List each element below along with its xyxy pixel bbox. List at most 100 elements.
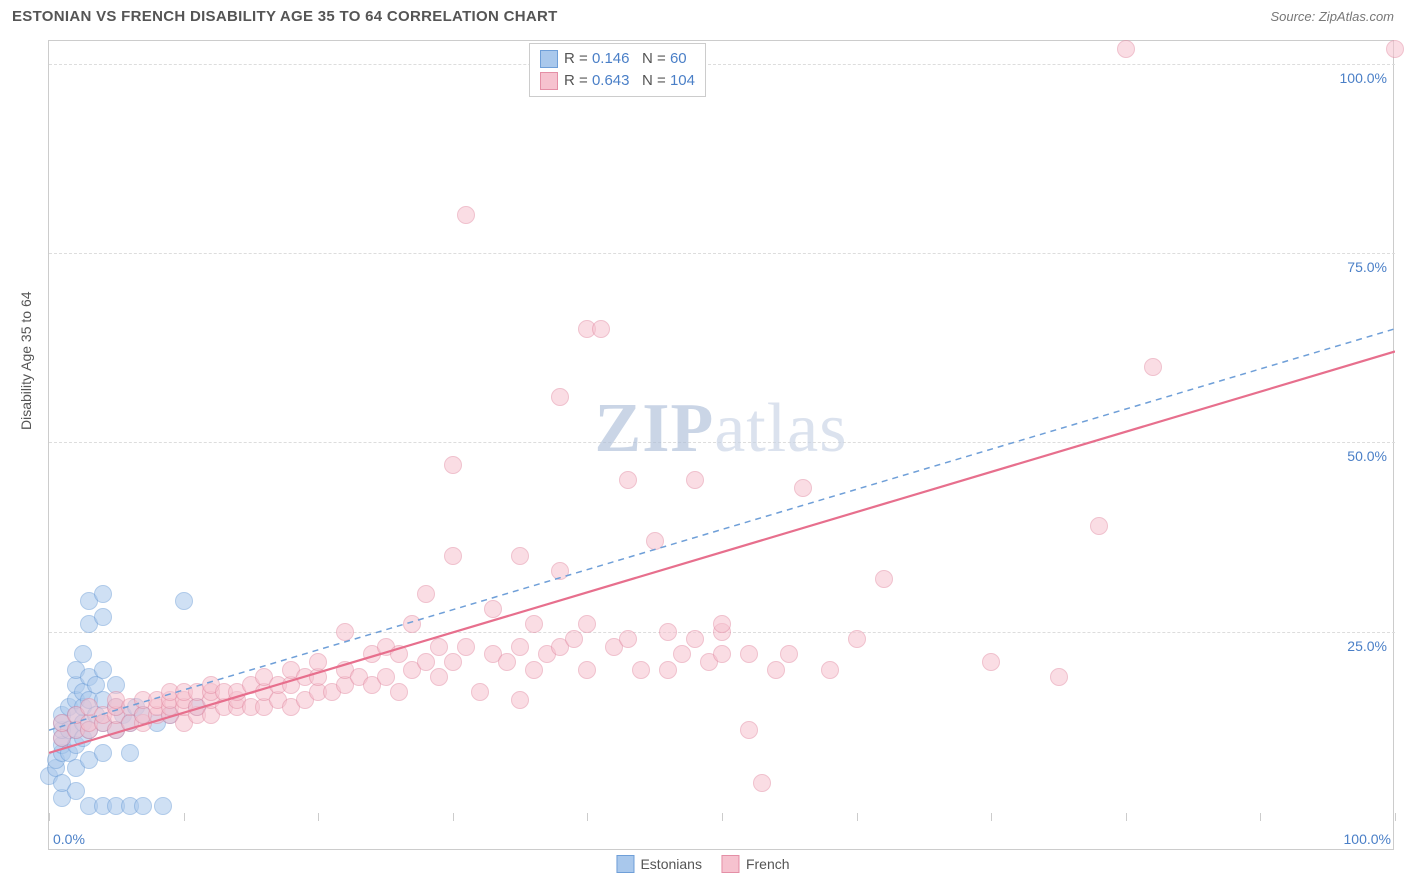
scatter-point <box>444 653 462 671</box>
scatter-point <box>336 623 354 641</box>
scatter-point <box>659 623 677 641</box>
scatter-point <box>982 653 1000 671</box>
correlation-legend: R = 0.146 N = 60R = 0.643 N = 104 <box>529 43 706 97</box>
scatter-point <box>457 638 475 656</box>
scatter-point <box>309 653 327 671</box>
scatter-point <box>578 661 596 679</box>
scatter-point <box>753 774 771 792</box>
plot-area: 25.0% 50.0% 75.0% 100.0% 0.0% 100.0% <box>49 41 1395 851</box>
scatter-point <box>659 661 677 679</box>
scatter-point <box>511 691 529 709</box>
xtick-label: 100.0% <box>1344 831 1391 847</box>
gridline <box>49 64 1395 65</box>
legend-swatch-icon <box>540 50 558 68</box>
scatter-point <box>94 661 112 679</box>
scatter-point <box>780 645 798 663</box>
y-axis-label: Disability Age 35 to 64 <box>18 291 34 430</box>
scatter-point <box>121 744 139 762</box>
scatter-point <box>175 592 193 610</box>
scatter-point <box>592 320 610 338</box>
scatter-point <box>646 532 664 550</box>
chart-area: 25.0%50.0%75.0%100.0%0.0%100.0% ZIPatlas… <box>48 40 1394 850</box>
scatter-point <box>1144 358 1162 376</box>
trend-lines <box>49 41 1395 851</box>
scatter-point <box>525 615 543 633</box>
scatter-point <box>134 797 152 815</box>
scatter-point <box>551 388 569 406</box>
legend-row: R = 0.643 N = 104 <box>540 70 695 92</box>
scatter-point <box>686 471 704 489</box>
legend-item: French <box>722 855 790 873</box>
scatter-point <box>417 653 435 671</box>
legend-swatch-icon <box>616 855 634 873</box>
xtick <box>587 813 588 821</box>
scatter-point <box>471 683 489 701</box>
scatter-point <box>686 630 704 648</box>
scatter-point <box>713 615 731 633</box>
legend-stats: R = 0.146 N = 60 <box>564 48 687 70</box>
scatter-point <box>673 645 691 663</box>
xtick <box>1126 813 1127 821</box>
ytick-label: 50.0% <box>1347 448 1387 464</box>
scatter-point <box>444 456 462 474</box>
scatter-point <box>390 683 408 701</box>
legend-label: Estonians <box>640 856 701 872</box>
xtick <box>857 813 858 821</box>
ytick-label: 25.0% <box>1347 638 1387 654</box>
scatter-point <box>403 615 421 633</box>
scatter-point <box>740 721 758 739</box>
xtick <box>991 813 992 821</box>
xtick <box>184 813 185 821</box>
scatter-point <box>444 547 462 565</box>
scatter-point <box>94 585 112 603</box>
scatter-point <box>94 744 112 762</box>
legend-row: R = 0.146 N = 60 <box>540 48 695 70</box>
scatter-point <box>619 471 637 489</box>
chart-title: ESTONIAN VS FRENCH DISABILITY AGE 35 TO … <box>12 8 558 25</box>
legend-item: Estonians <box>616 855 701 873</box>
scatter-point <box>74 645 92 663</box>
xtick <box>49 813 50 821</box>
scatter-point <box>457 206 475 224</box>
gridline <box>49 442 1395 443</box>
legend-swatch-icon <box>722 855 740 873</box>
scatter-point <box>154 797 172 815</box>
scatter-point <box>417 585 435 603</box>
scatter-point <box>565 630 583 648</box>
scatter-point <box>94 608 112 626</box>
scatter-point <box>1050 668 1068 686</box>
scatter-point <box>430 638 448 656</box>
legend-swatch-icon <box>540 72 558 90</box>
scatter-point <box>619 630 637 648</box>
scatter-point <box>767 661 785 679</box>
gridline <box>49 253 1395 254</box>
scatter-point <box>875 570 893 588</box>
xtick <box>1395 813 1396 821</box>
ytick-label: 75.0% <box>1347 259 1387 275</box>
scatter-point <box>498 653 516 671</box>
series-legend: Estonians French <box>616 855 789 873</box>
scatter-point <box>484 600 502 618</box>
scatter-point <box>1386 40 1404 58</box>
scatter-point <box>1090 517 1108 535</box>
scatter-point <box>794 479 812 497</box>
scatter-point <box>525 661 543 679</box>
scatter-point <box>713 645 731 663</box>
xtick <box>1260 813 1261 821</box>
xtick <box>722 813 723 821</box>
ytick-label: 100.0% <box>1340 70 1387 86</box>
scatter-point <box>848 630 866 648</box>
xtick-label: 0.0% <box>53 831 85 847</box>
scatter-point <box>578 615 596 633</box>
scatter-point <box>430 668 448 686</box>
scatter-point <box>390 645 408 663</box>
scatter-point <box>67 782 85 800</box>
scatter-point <box>821 661 839 679</box>
scatter-point <box>551 562 569 580</box>
scatter-point <box>511 638 529 656</box>
legend-label: French <box>746 856 790 872</box>
xtick <box>453 813 454 821</box>
scatter-point <box>377 668 395 686</box>
scatter-point <box>511 547 529 565</box>
scatter-point <box>1117 40 1135 58</box>
